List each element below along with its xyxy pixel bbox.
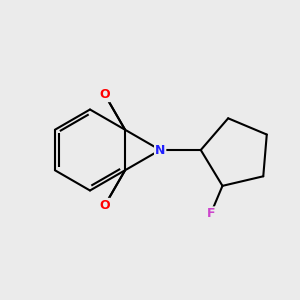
Text: O: O — [100, 199, 110, 212]
Text: N: N — [155, 143, 165, 157]
Text: O: O — [100, 88, 110, 101]
Text: F: F — [206, 207, 215, 220]
